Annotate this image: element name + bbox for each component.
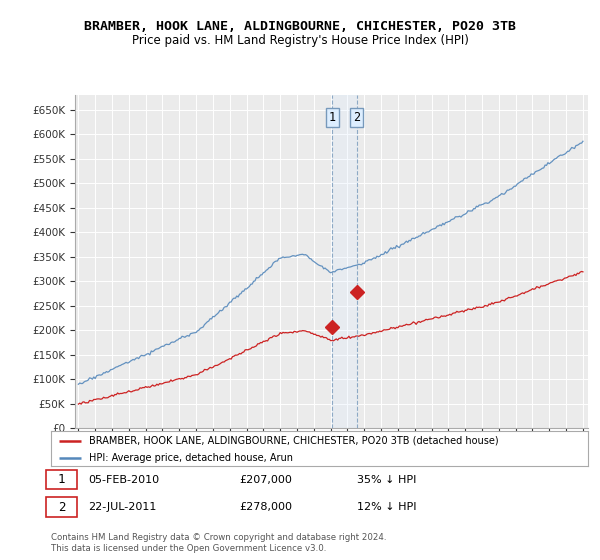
Text: This data is licensed under the Open Government Licence v3.0.: This data is licensed under the Open Gov… — [51, 544, 326, 553]
Text: 1: 1 — [329, 111, 336, 124]
FancyBboxPatch shape — [46, 497, 77, 517]
Text: 05-FEB-2010: 05-FEB-2010 — [89, 474, 160, 484]
Text: 2: 2 — [58, 501, 65, 514]
Text: HPI: Average price, detached house, Arun: HPI: Average price, detached house, Arun — [89, 453, 293, 463]
Text: 12% ↓ HPI: 12% ↓ HPI — [357, 502, 416, 512]
Text: £278,000: £278,000 — [239, 502, 292, 512]
Text: 35% ↓ HPI: 35% ↓ HPI — [357, 474, 416, 484]
Text: £207,000: £207,000 — [239, 474, 292, 484]
Text: BRAMBER, HOOK LANE, ALDINGBOURNE, CHICHESTER, PO20 3TB: BRAMBER, HOOK LANE, ALDINGBOURNE, CHICHE… — [84, 20, 516, 32]
Text: 2: 2 — [353, 111, 360, 124]
FancyBboxPatch shape — [46, 470, 77, 489]
Text: BRAMBER, HOOK LANE, ALDINGBOURNE, CHICHESTER, PO20 3TB (detached house): BRAMBER, HOOK LANE, ALDINGBOURNE, CHICHE… — [89, 436, 498, 446]
Text: 1: 1 — [58, 473, 65, 486]
Text: 22-JUL-2011: 22-JUL-2011 — [89, 502, 157, 512]
Text: Contains HM Land Registry data © Crown copyright and database right 2024.: Contains HM Land Registry data © Crown c… — [51, 533, 386, 542]
Bar — [332, 95, 357, 428]
Text: Price paid vs. HM Land Registry's House Price Index (HPI): Price paid vs. HM Land Registry's House … — [131, 34, 469, 46]
